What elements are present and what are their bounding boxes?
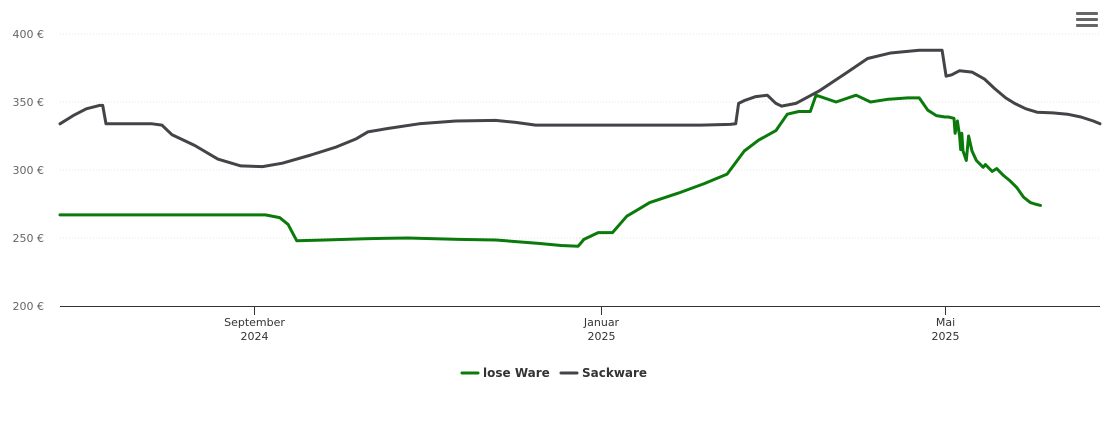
legend-item-sackware[interactable]: Sackware <box>559 366 647 380</box>
x-tick-year: 2024 <box>241 330 269 343</box>
y-axis-labels: 200 € 250 € 300 € 350 € 400 € <box>13 28 45 313</box>
y-tick-label: 400 € <box>13 28 45 41</box>
legend-item-lose-ware[interactable]: lose Ware <box>460 366 550 380</box>
hamburger-menu-icon[interactable] <box>1076 12 1098 30</box>
series-line-lose-ware[interactable] <box>58 93 1042 248</box>
menu-bar-top <box>1076 12 1098 15</box>
y-tick-label: 250 € <box>13 232 45 245</box>
y-tick-label: 300 € <box>13 164 45 177</box>
legend-label: lose Ware <box>483 366 550 380</box>
series-line-sackware[interactable] <box>58 48 1102 169</box>
legend-label: Sackware <box>582 366 647 380</box>
x-tick-label: Mai <box>936 316 955 329</box>
menu-bar-bottom <box>1076 24 1098 27</box>
grid-lines <box>60 33 1100 239</box>
x-tick-label: September <box>224 316 285 329</box>
x-tick-year: 2025 <box>588 330 616 343</box>
y-tick-label: 350 € <box>13 96 45 109</box>
x-tick-year: 2025 <box>932 330 960 343</box>
y-tick-label: 200 € <box>13 300 45 313</box>
legend[interactable]: lose Ware Sackware <box>460 366 647 380</box>
series-lines <box>58 48 1102 248</box>
menu-bar-middle <box>1076 18 1098 21</box>
x-tick-label: Januar <box>583 316 620 329</box>
